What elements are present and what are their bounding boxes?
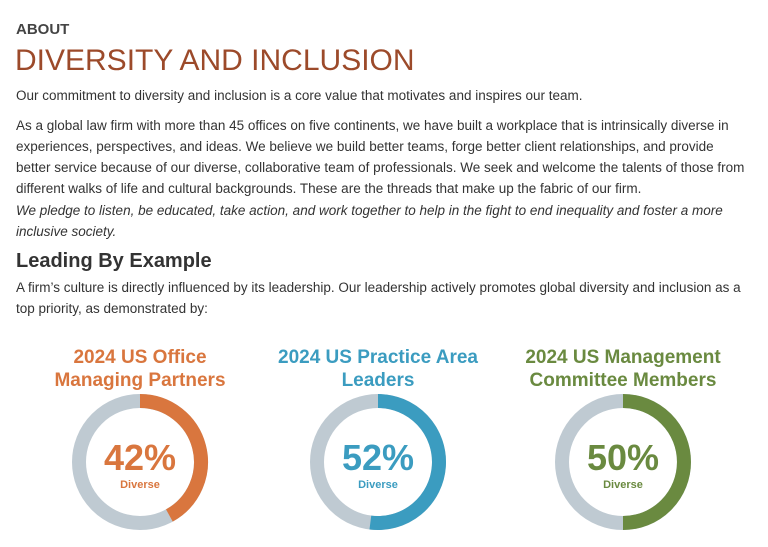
page-title: DIVERSITY AND INCLUSION	[15, 44, 415, 77]
donut-arc	[622, 394, 691, 530]
paragraph: A firm’s culture is directly influenced …	[16, 280, 741, 316]
paragraph: We pledge to listen, be educated, take a…	[16, 203, 723, 239]
chart-title: 2024 US Management Committee Members	[525, 347, 721, 391]
chart-title: 2024 US Office Managing Partners	[54, 347, 226, 391]
donut-arc	[139, 394, 208, 522]
value-label: 52%	[342, 437, 414, 478]
value-label: 42%	[104, 437, 176, 478]
paragraph: As a global law firm with more than 45 o…	[16, 118, 745, 196]
donut-arc	[369, 394, 446, 530]
value-caption: Diverse	[120, 479, 160, 491]
kicker: ABOUT	[16, 21, 70, 38]
section-heading: Leading By Example	[16, 250, 212, 272]
value-label: 50%	[587, 437, 659, 478]
value-caption: Diverse	[603, 479, 643, 491]
chart-title: 2024 US Practice Area Leaders	[278, 347, 478, 391]
paragraph: Our commitment to diversity and inclusio…	[16, 88, 583, 103]
value-caption: Diverse	[358, 479, 398, 491]
